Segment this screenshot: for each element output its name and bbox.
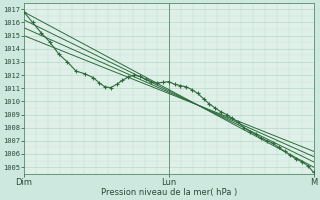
X-axis label: Pression niveau de la mer( hPa ): Pression niveau de la mer( hPa ) [101, 188, 237, 197]
